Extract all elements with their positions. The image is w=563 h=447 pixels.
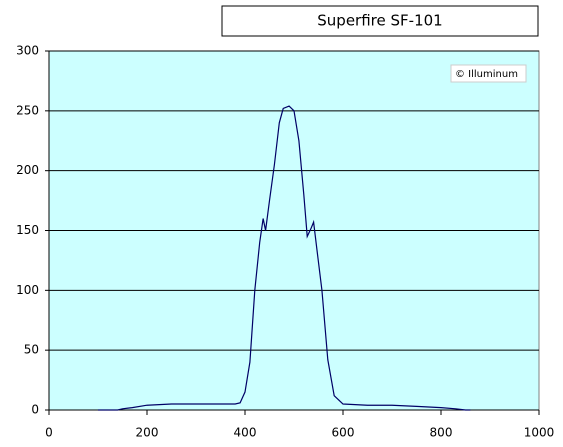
x-tick-label: 800	[430, 426, 453, 440]
x-tick-label: 1000	[524, 426, 555, 440]
annotation-box	[450, 64, 527, 83]
y-tick-label: 0	[31, 403, 39, 417]
y-tick-label: 50	[24, 343, 39, 357]
y-tick-label: 300	[16, 44, 39, 58]
x-tick-label: 400	[234, 426, 257, 440]
x-tick-label: 200	[136, 426, 159, 440]
annotation: © Illuminum	[455, 69, 518, 80]
y-tick-label: 100	[16, 283, 39, 297]
y-tick-label: 250	[16, 103, 39, 117]
title-box	[221, 5, 539, 37]
chart-title: Superfire SF-101	[317, 12, 442, 30]
y-tick-label: 150	[16, 223, 39, 237]
x-tick-label: 0	[45, 426, 53, 440]
x-tick-label: 600	[332, 426, 355, 440]
spectrum-line	[98, 105, 471, 411]
y-tick-label: 200	[16, 163, 39, 177]
